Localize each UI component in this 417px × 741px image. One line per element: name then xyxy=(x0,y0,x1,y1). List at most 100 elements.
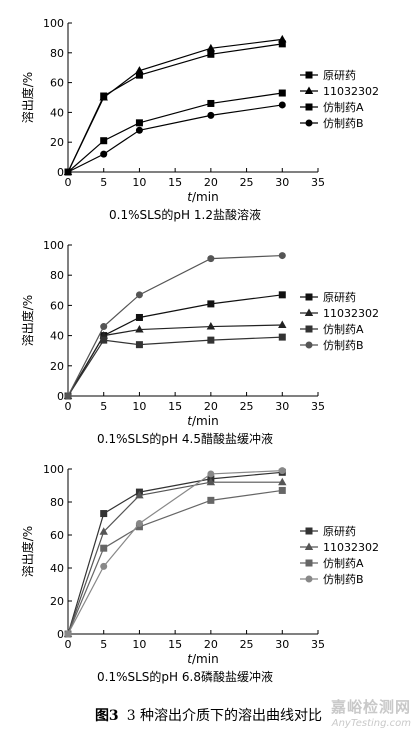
data-point xyxy=(64,168,72,176)
data-point xyxy=(135,66,144,74)
series-3 xyxy=(64,486,286,638)
x-tick-label: 35 xyxy=(311,400,325,413)
data-point xyxy=(206,43,216,52)
y-tick-label: 60 xyxy=(50,529,64,542)
legend-marker xyxy=(305,325,313,333)
legend-marker xyxy=(305,575,313,583)
data-point xyxy=(207,496,215,504)
series-3 xyxy=(64,89,286,176)
data-point xyxy=(100,544,108,552)
data-point xyxy=(135,291,143,299)
y-tick-label: 40 xyxy=(50,106,64,119)
figure-number: 图3 xyxy=(94,708,119,724)
legend-label: 11032302 xyxy=(323,85,379,98)
series-line xyxy=(67,324,283,397)
data-point xyxy=(100,137,108,145)
data-point xyxy=(278,291,286,299)
data-point xyxy=(278,467,286,475)
series-3 xyxy=(64,333,286,400)
x-tick-label: 5 xyxy=(100,400,107,413)
x-tick-label: 10 xyxy=(132,400,146,413)
y-tick-label: 20 xyxy=(50,136,64,149)
data-point xyxy=(135,490,144,499)
x-axis-label-unit: /min xyxy=(192,652,219,666)
chart-title: 0.1%SLS的pH 4.5醋酸盐缓冲液 xyxy=(97,431,273,446)
x-tick-label: 30 xyxy=(275,638,289,651)
y-tick-label: 100 xyxy=(43,463,64,476)
data-point xyxy=(207,111,215,119)
data-point xyxy=(278,477,287,486)
legend-label: 原研药 xyxy=(323,291,356,304)
x-tick-label: 0 xyxy=(65,638,72,651)
legend-marker xyxy=(304,542,314,550)
series-2 xyxy=(63,320,287,399)
data-point xyxy=(135,341,143,349)
x-tick-label: 20 xyxy=(204,176,218,189)
series-4 xyxy=(64,252,286,400)
y-tick-label: 80 xyxy=(50,269,64,282)
data-point xyxy=(278,252,286,260)
y-tick-label: 80 xyxy=(50,496,64,509)
data-point xyxy=(278,89,286,97)
legend-marker xyxy=(304,308,314,316)
legend-label: 仿制药B xyxy=(323,339,364,352)
legend-marker xyxy=(305,559,313,567)
x-tick-label: 30 xyxy=(275,176,289,189)
legend-marker xyxy=(305,293,313,301)
y-axis-label: 溶出度/% xyxy=(20,72,35,123)
x-tick-label: 20 xyxy=(204,400,218,413)
y-tick-label: 20 xyxy=(50,595,64,608)
data-point xyxy=(207,470,215,478)
legend: 原研药 11032302 仿制药A 仿制药B xyxy=(300,291,379,352)
series-line xyxy=(67,489,283,635)
data-point xyxy=(99,93,108,101)
chart-panel-1: 0 20 40 60 80 100 0 5 10 15 20 25 30 35 t/min 溶出度/% 0.1%… xyxy=(20,17,379,222)
x-axis-label: t/min xyxy=(187,414,218,428)
data-point xyxy=(206,322,216,330)
figure-caption-text: 3 种溶出介质下的溶出曲线对比 xyxy=(126,708,323,724)
y-tick-label: 20 xyxy=(50,360,64,373)
data-point xyxy=(278,333,286,341)
data-point xyxy=(135,325,144,333)
data-point xyxy=(207,50,215,58)
data-point xyxy=(100,323,108,331)
y-tick-label: 40 xyxy=(50,330,64,343)
figure-caption: 图3 3 种溶出介质下的溶出曲线对比 xyxy=(0,705,417,725)
y-tick-label: 0 xyxy=(57,390,64,403)
data-point xyxy=(278,320,287,329)
x-tick-label: 15 xyxy=(168,176,182,189)
y-axis-label: 溶出度/% xyxy=(20,526,35,577)
legend-label: 原研药 xyxy=(323,69,356,82)
data-point xyxy=(100,562,108,570)
x-axis-label-var: t xyxy=(187,414,193,428)
x-tick-label: 0 xyxy=(65,176,72,189)
data-point xyxy=(278,486,286,494)
chart-title: 0.1%SLS的pH 1.2盐酸溶液 xyxy=(109,207,261,222)
data-point xyxy=(100,150,108,158)
data-point xyxy=(207,336,215,344)
x-tick-label: 25 xyxy=(240,638,254,651)
data-point xyxy=(99,527,108,535)
data-point xyxy=(206,477,216,486)
watermark-line1: 嘉峪检测网 xyxy=(330,698,411,716)
legend-marker xyxy=(305,103,313,111)
watermark: 嘉峪检测网 AnyTesting.com xyxy=(331,696,411,729)
legend-label: 仿制药A xyxy=(323,557,364,570)
series-1 xyxy=(64,40,286,176)
watermark-line2: AnyTesting.com xyxy=(331,718,411,729)
x-axis-label-var: t xyxy=(187,652,193,666)
series-2 xyxy=(63,34,287,175)
data-point xyxy=(135,519,143,527)
x-tick-label: 30 xyxy=(275,400,289,413)
legend-label: 仿制药B xyxy=(323,117,364,130)
x-tick-label: 5 xyxy=(100,638,107,651)
data-point xyxy=(135,126,143,134)
data-point xyxy=(278,40,286,48)
legend: 原研药 11032302 仿制药A 仿制药B xyxy=(300,69,379,130)
series-line xyxy=(67,43,283,173)
data-point xyxy=(207,99,215,107)
data-point xyxy=(100,510,108,518)
series-line xyxy=(67,336,283,397)
data-point xyxy=(64,630,72,638)
y-tick-label: 60 xyxy=(50,77,64,90)
